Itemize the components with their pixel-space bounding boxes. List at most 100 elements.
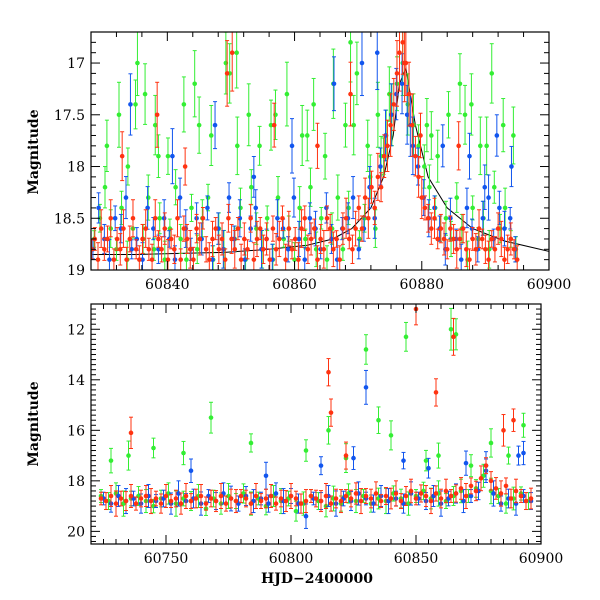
top-point-green <box>156 134 161 178</box>
top-point-green <box>365 119 371 172</box>
top-point-red <box>194 213 199 244</box>
top-point-green <box>422 144 427 189</box>
top-point-green <box>125 147 131 186</box>
top-point-blue <box>415 147 421 186</box>
top-point-blue <box>507 206 513 230</box>
top-point-green <box>443 200 449 236</box>
top-point-red <box>467 248 472 270</box>
bottom-panel: 60750 60800 60850 60900 12 14 16 18 20 Magnitude… <box>26 303 563 587</box>
top-x-tick-label: 60860 <box>272 277 317 293</box>
top-point-green <box>173 169 178 206</box>
top-point-green <box>322 132 328 180</box>
top-point-red <box>213 217 218 241</box>
bottom-point-red <box>168 494 174 508</box>
bottom-point-red <box>523 492 529 511</box>
bottom-point-red <box>303 489 309 514</box>
top-point-blue <box>482 164 488 210</box>
bottom-point-red <box>453 484 459 503</box>
top-point-red <box>130 199 136 238</box>
bottom-point-red <box>433 378 439 407</box>
bottom-point-red <box>328 398 334 427</box>
top-point-blue <box>161 199 167 238</box>
bottom-point-green <box>376 406 381 434</box>
top-point-blue <box>350 176 356 220</box>
top-point-blue <box>307 202 313 235</box>
bottom-point-red <box>138 489 144 508</box>
top-point-red <box>397 32 402 92</box>
bottom-point-blue <box>401 451 406 470</box>
top-point-red <box>207 242 212 270</box>
top-point-green <box>299 104 305 166</box>
top-point-red <box>369 170 374 204</box>
top-point-red <box>133 239 139 260</box>
top-point-blue <box>212 101 218 150</box>
top-model-curve <box>91 66 549 255</box>
top-point-green <box>343 102 348 148</box>
bottom-point-red <box>326 358 331 387</box>
bottom-point-red <box>298 493 304 514</box>
top-point-red <box>271 102 277 148</box>
top-point-red <box>154 81 160 148</box>
top-point-red <box>419 176 425 220</box>
bottom-point-red <box>198 484 204 508</box>
top-point-green <box>427 164 432 210</box>
top-point-red <box>302 205 308 232</box>
top-point-red <box>416 155 421 198</box>
top-point-red <box>219 222 225 256</box>
top-point-red <box>498 220 504 258</box>
top-point-red <box>273 233 279 266</box>
top-point-green <box>235 116 240 176</box>
top-point-red <box>203 236 209 263</box>
top-point-blue <box>467 132 472 180</box>
top-point-blue <box>123 176 129 220</box>
bottom-point-red <box>333 488 339 509</box>
bottom-point-blue <box>491 480 496 507</box>
bottom-point-red <box>153 490 159 507</box>
top-point-green <box>351 94 357 156</box>
bottom-point-red <box>293 490 299 507</box>
bottom-y-tick-label: 16 <box>67 423 85 439</box>
top-point-red <box>456 121 461 171</box>
top-point-red <box>331 231 336 268</box>
bottom-point-red <box>103 492 109 511</box>
top-point-red <box>200 206 206 230</box>
top-point-green <box>192 50 197 118</box>
top-point-blue <box>440 124 446 168</box>
top-point-blue <box>464 187 470 229</box>
top-point-red <box>451 223 456 254</box>
top-point-red <box>226 203 231 233</box>
top-point-green <box>196 96 202 154</box>
top-point-green <box>145 174 151 221</box>
bottom-point-green <box>108 447 114 474</box>
bottom-point-red <box>513 478 519 504</box>
top-point-red <box>479 228 485 250</box>
top-point-blue <box>134 227 140 251</box>
bottom-point-green <box>423 449 429 472</box>
top-point-red <box>172 234 177 264</box>
bottom-point-green <box>506 446 511 465</box>
top-point-blue <box>251 155 257 198</box>
top-point-red <box>321 229 327 269</box>
top-point-green <box>457 53 463 115</box>
bottom-point-red <box>273 496 279 511</box>
top-point-red <box>229 32 235 92</box>
top-point-red <box>184 223 190 254</box>
bottom-point-red <box>518 489 524 503</box>
top-point-blue <box>291 177 297 218</box>
bottom-point-red <box>148 488 154 515</box>
top-point-blue <box>497 190 502 226</box>
bottom-point-red <box>248 492 254 515</box>
top-point-red <box>216 234 222 264</box>
top-point-green <box>454 182 460 213</box>
top-point-red <box>254 220 260 258</box>
top-point-green <box>354 41 360 106</box>
top-point-blue <box>226 182 232 213</box>
top-point-red <box>406 61 412 127</box>
bottom-point-red <box>228 488 234 509</box>
bottom-point-red <box>143 485 149 507</box>
top-point-red <box>340 212 346 245</box>
top-point-red <box>121 209 126 248</box>
bottom-point-red <box>343 489 349 503</box>
bottom-point-red <box>468 477 474 495</box>
bottom-point-red <box>483 457 489 475</box>
